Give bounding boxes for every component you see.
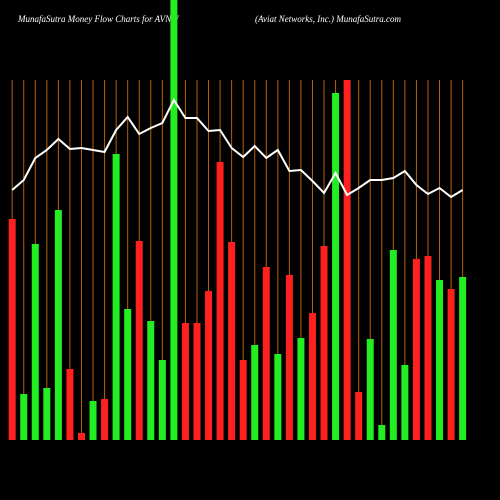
bar bbox=[424, 256, 432, 440]
bar bbox=[389, 250, 397, 440]
bar bbox=[135, 241, 143, 440]
bar bbox=[216, 162, 224, 440]
bar bbox=[401, 365, 409, 440]
bar bbox=[112, 154, 120, 440]
bar bbox=[31, 244, 39, 440]
bar bbox=[355, 392, 363, 440]
bar bbox=[320, 246, 328, 440]
bar bbox=[193, 323, 201, 440]
bar bbox=[285, 275, 293, 440]
bar bbox=[297, 338, 305, 440]
bar bbox=[262, 267, 270, 440]
bar bbox=[158, 360, 166, 440]
bar bbox=[181, 323, 189, 440]
bar bbox=[8, 219, 16, 440]
money-flow-line bbox=[11, 97, 464, 199]
bar bbox=[366, 339, 374, 440]
bar bbox=[378, 425, 386, 440]
bar bbox=[239, 360, 247, 440]
bar bbox=[308, 313, 316, 440]
bar bbox=[147, 321, 155, 440]
bar bbox=[228, 242, 236, 440]
chart-subtitle: (Aviat Networks, Inc.) MunafaSutra.com bbox=[255, 14, 401, 24]
bar bbox=[170, 0, 178, 440]
bar bbox=[20, 394, 28, 440]
bar bbox=[124, 309, 132, 440]
bar bbox=[66, 369, 74, 440]
bar bbox=[101, 399, 109, 440]
bar bbox=[205, 291, 213, 440]
bar bbox=[343, 80, 351, 440]
bar bbox=[436, 280, 444, 440]
bar bbox=[332, 93, 340, 440]
bar bbox=[251, 345, 259, 440]
bar bbox=[274, 354, 282, 440]
bar bbox=[412, 259, 420, 440]
bar bbox=[89, 401, 97, 440]
bar bbox=[459, 277, 467, 440]
bar bbox=[77, 433, 85, 440]
chart-title: MunafaSutra Money Flow Charts for AVNW bbox=[17, 14, 180, 24]
bar bbox=[43, 388, 51, 440]
bar bbox=[447, 289, 455, 440]
bar bbox=[54, 210, 62, 440]
